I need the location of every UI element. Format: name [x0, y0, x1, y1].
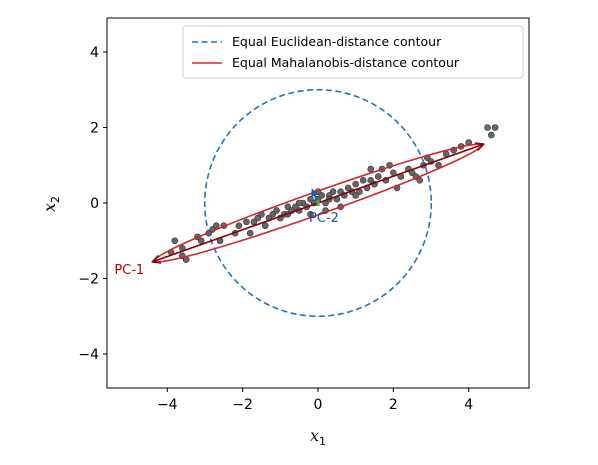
x-tick-label: 2	[389, 397, 398, 413]
data-point	[295, 199, 303, 207]
plot-content	[151, 88, 499, 318]
y-tick-label: −4	[78, 347, 99, 363]
data-point	[352, 180, 359, 188]
data-point	[171, 237, 179, 245]
data-point	[491, 124, 499, 131]
data-point	[273, 207, 280, 214]
legend-label-mahalanobis: Equal Mahalanobis-distance contour	[232, 55, 460, 70]
x-axis-label-base: x	[310, 426, 319, 445]
y-tick-label: 2	[90, 120, 99, 136]
x-axis-label: x1	[310, 426, 326, 448]
y-axis-ticks: −4 −2 0 2 4	[78, 45, 107, 363]
x-tick-label: −2	[232, 397, 253, 413]
data-point	[243, 218, 250, 226]
pc1-label: PC-1	[114, 263, 144, 278]
x-tick-label: 4	[464, 397, 473, 413]
pc2-label: PC-2	[309, 211, 339, 226]
data-point	[197, 237, 205, 245]
legend-label-euclidean: Equal Euclidean-distance contour	[232, 34, 442, 49]
y-tick-label: 0	[90, 196, 99, 212]
data-point	[352, 192, 359, 199]
y-axis-label-sub: 2	[49, 196, 62, 203]
center-marker	[316, 200, 320, 206]
y-tick-label: 4	[90, 45, 99, 61]
y-axis-label-base: x	[40, 203, 59, 212]
data-point	[329, 188, 337, 195]
legend-box	[182, 25, 524, 79]
data-point	[374, 173, 382, 180]
x-tick-label: 0	[314, 397, 323, 413]
legend: Equal Euclidean-distance contour Equal M…	[182, 25, 524, 79]
data-point	[488, 131, 495, 139]
x-axis-ticks: −4 −2 0 2 4	[157, 388, 473, 413]
y-tick-label: −2	[78, 272, 99, 288]
x-tick-label: −4	[157, 397, 178, 413]
y-axis-label: x2	[40, 196, 62, 212]
data-point	[246, 229, 254, 237]
data-point	[261, 222, 269, 229]
data-point	[484, 124, 491, 131]
x-axis-label-sub: 1	[319, 435, 326, 448]
data-point	[235, 222, 243, 229]
data-point	[367, 165, 375, 173]
data-point	[359, 177, 367, 184]
